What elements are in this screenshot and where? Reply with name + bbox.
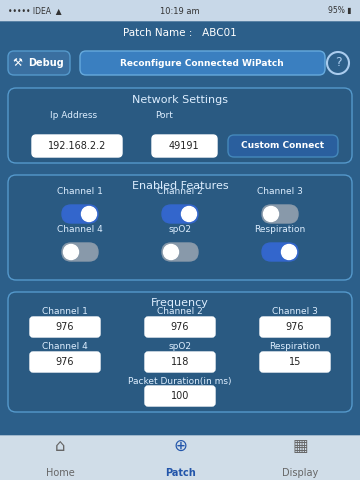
- FancyBboxPatch shape: [260, 317, 330, 337]
- FancyBboxPatch shape: [260, 352, 330, 372]
- Text: ?: ?: [335, 57, 341, 70]
- Text: Frequency: Frequency: [151, 298, 209, 308]
- Text: Channel 1: Channel 1: [42, 307, 88, 316]
- Text: Channel 4: Channel 4: [42, 342, 88, 351]
- Text: 192.168.2.2: 192.168.2.2: [48, 141, 106, 151]
- FancyBboxPatch shape: [228, 135, 338, 157]
- FancyBboxPatch shape: [62, 205, 98, 223]
- FancyBboxPatch shape: [0, 0, 360, 22]
- FancyBboxPatch shape: [8, 51, 70, 75]
- Text: 976: 976: [56, 322, 74, 332]
- FancyBboxPatch shape: [262, 205, 298, 223]
- Circle shape: [163, 244, 179, 260]
- Text: spO2: spO2: [168, 342, 192, 351]
- Text: 118: 118: [171, 357, 189, 367]
- Text: Channel 1: Channel 1: [57, 187, 103, 196]
- Text: ⌂: ⌂: [55, 437, 65, 455]
- Text: Channel 4: Channel 4: [57, 225, 103, 234]
- Text: 95% ▮: 95% ▮: [329, 7, 352, 15]
- Text: Respiration: Respiration: [255, 225, 306, 234]
- Circle shape: [181, 206, 197, 221]
- Circle shape: [264, 206, 279, 221]
- Circle shape: [63, 244, 78, 260]
- FancyBboxPatch shape: [62, 243, 98, 261]
- Text: Home: Home: [46, 468, 75, 478]
- FancyBboxPatch shape: [0, 436, 360, 480]
- Text: Channel 2: Channel 2: [157, 307, 203, 316]
- FancyBboxPatch shape: [0, 22, 360, 44]
- FancyBboxPatch shape: [162, 243, 198, 261]
- Text: Channel 3: Channel 3: [272, 307, 318, 316]
- Text: 49191: 49191: [169, 141, 199, 151]
- Text: spO2: spO2: [168, 225, 192, 234]
- Text: Ip Address: Ip Address: [50, 111, 97, 120]
- Text: Channel 3: Channel 3: [257, 187, 303, 196]
- FancyBboxPatch shape: [262, 243, 298, 261]
- Text: Custom Connect: Custom Connect: [242, 142, 325, 151]
- Text: Packet Duration(in ms): Packet Duration(in ms): [128, 377, 232, 386]
- Text: Reconfigure Connected WiPatch: Reconfigure Connected WiPatch: [120, 59, 284, 68]
- Text: Enabled Features: Enabled Features: [132, 181, 228, 191]
- FancyBboxPatch shape: [152, 135, 217, 157]
- Text: 10:19 am: 10:19 am: [160, 7, 200, 15]
- FancyBboxPatch shape: [30, 317, 100, 337]
- Text: ⊕: ⊕: [173, 437, 187, 455]
- FancyBboxPatch shape: [32, 135, 122, 157]
- Text: 100: 100: [171, 391, 189, 401]
- Text: Debug: Debug: [28, 58, 64, 68]
- Circle shape: [81, 206, 96, 221]
- FancyBboxPatch shape: [8, 175, 352, 280]
- FancyBboxPatch shape: [145, 352, 215, 372]
- Text: ⚒: ⚒: [12, 58, 22, 68]
- FancyBboxPatch shape: [30, 352, 100, 372]
- Text: 976: 976: [171, 322, 189, 332]
- Text: Respiration: Respiration: [269, 342, 321, 351]
- Text: Display: Display: [282, 468, 318, 478]
- Text: ••••• IDEA  ▲: ••••• IDEA ▲: [8, 7, 62, 15]
- Text: ▦: ▦: [292, 437, 308, 455]
- FancyBboxPatch shape: [145, 317, 215, 337]
- Text: Channel 2: Channel 2: [157, 187, 203, 196]
- FancyBboxPatch shape: [145, 386, 215, 406]
- FancyBboxPatch shape: [8, 88, 352, 163]
- Text: Port: Port: [155, 111, 173, 120]
- FancyBboxPatch shape: [80, 51, 325, 75]
- FancyBboxPatch shape: [8, 292, 352, 412]
- Text: Network Settings: Network Settings: [132, 95, 228, 105]
- Circle shape: [282, 244, 297, 260]
- Text: Patch Name :   ABC01: Patch Name : ABC01: [123, 28, 237, 38]
- Text: 15: 15: [289, 357, 301, 367]
- Text: 976: 976: [56, 357, 74, 367]
- FancyBboxPatch shape: [0, 44, 360, 80]
- Text: 976: 976: [286, 322, 304, 332]
- FancyBboxPatch shape: [162, 205, 198, 223]
- Text: Patch: Patch: [165, 468, 195, 478]
